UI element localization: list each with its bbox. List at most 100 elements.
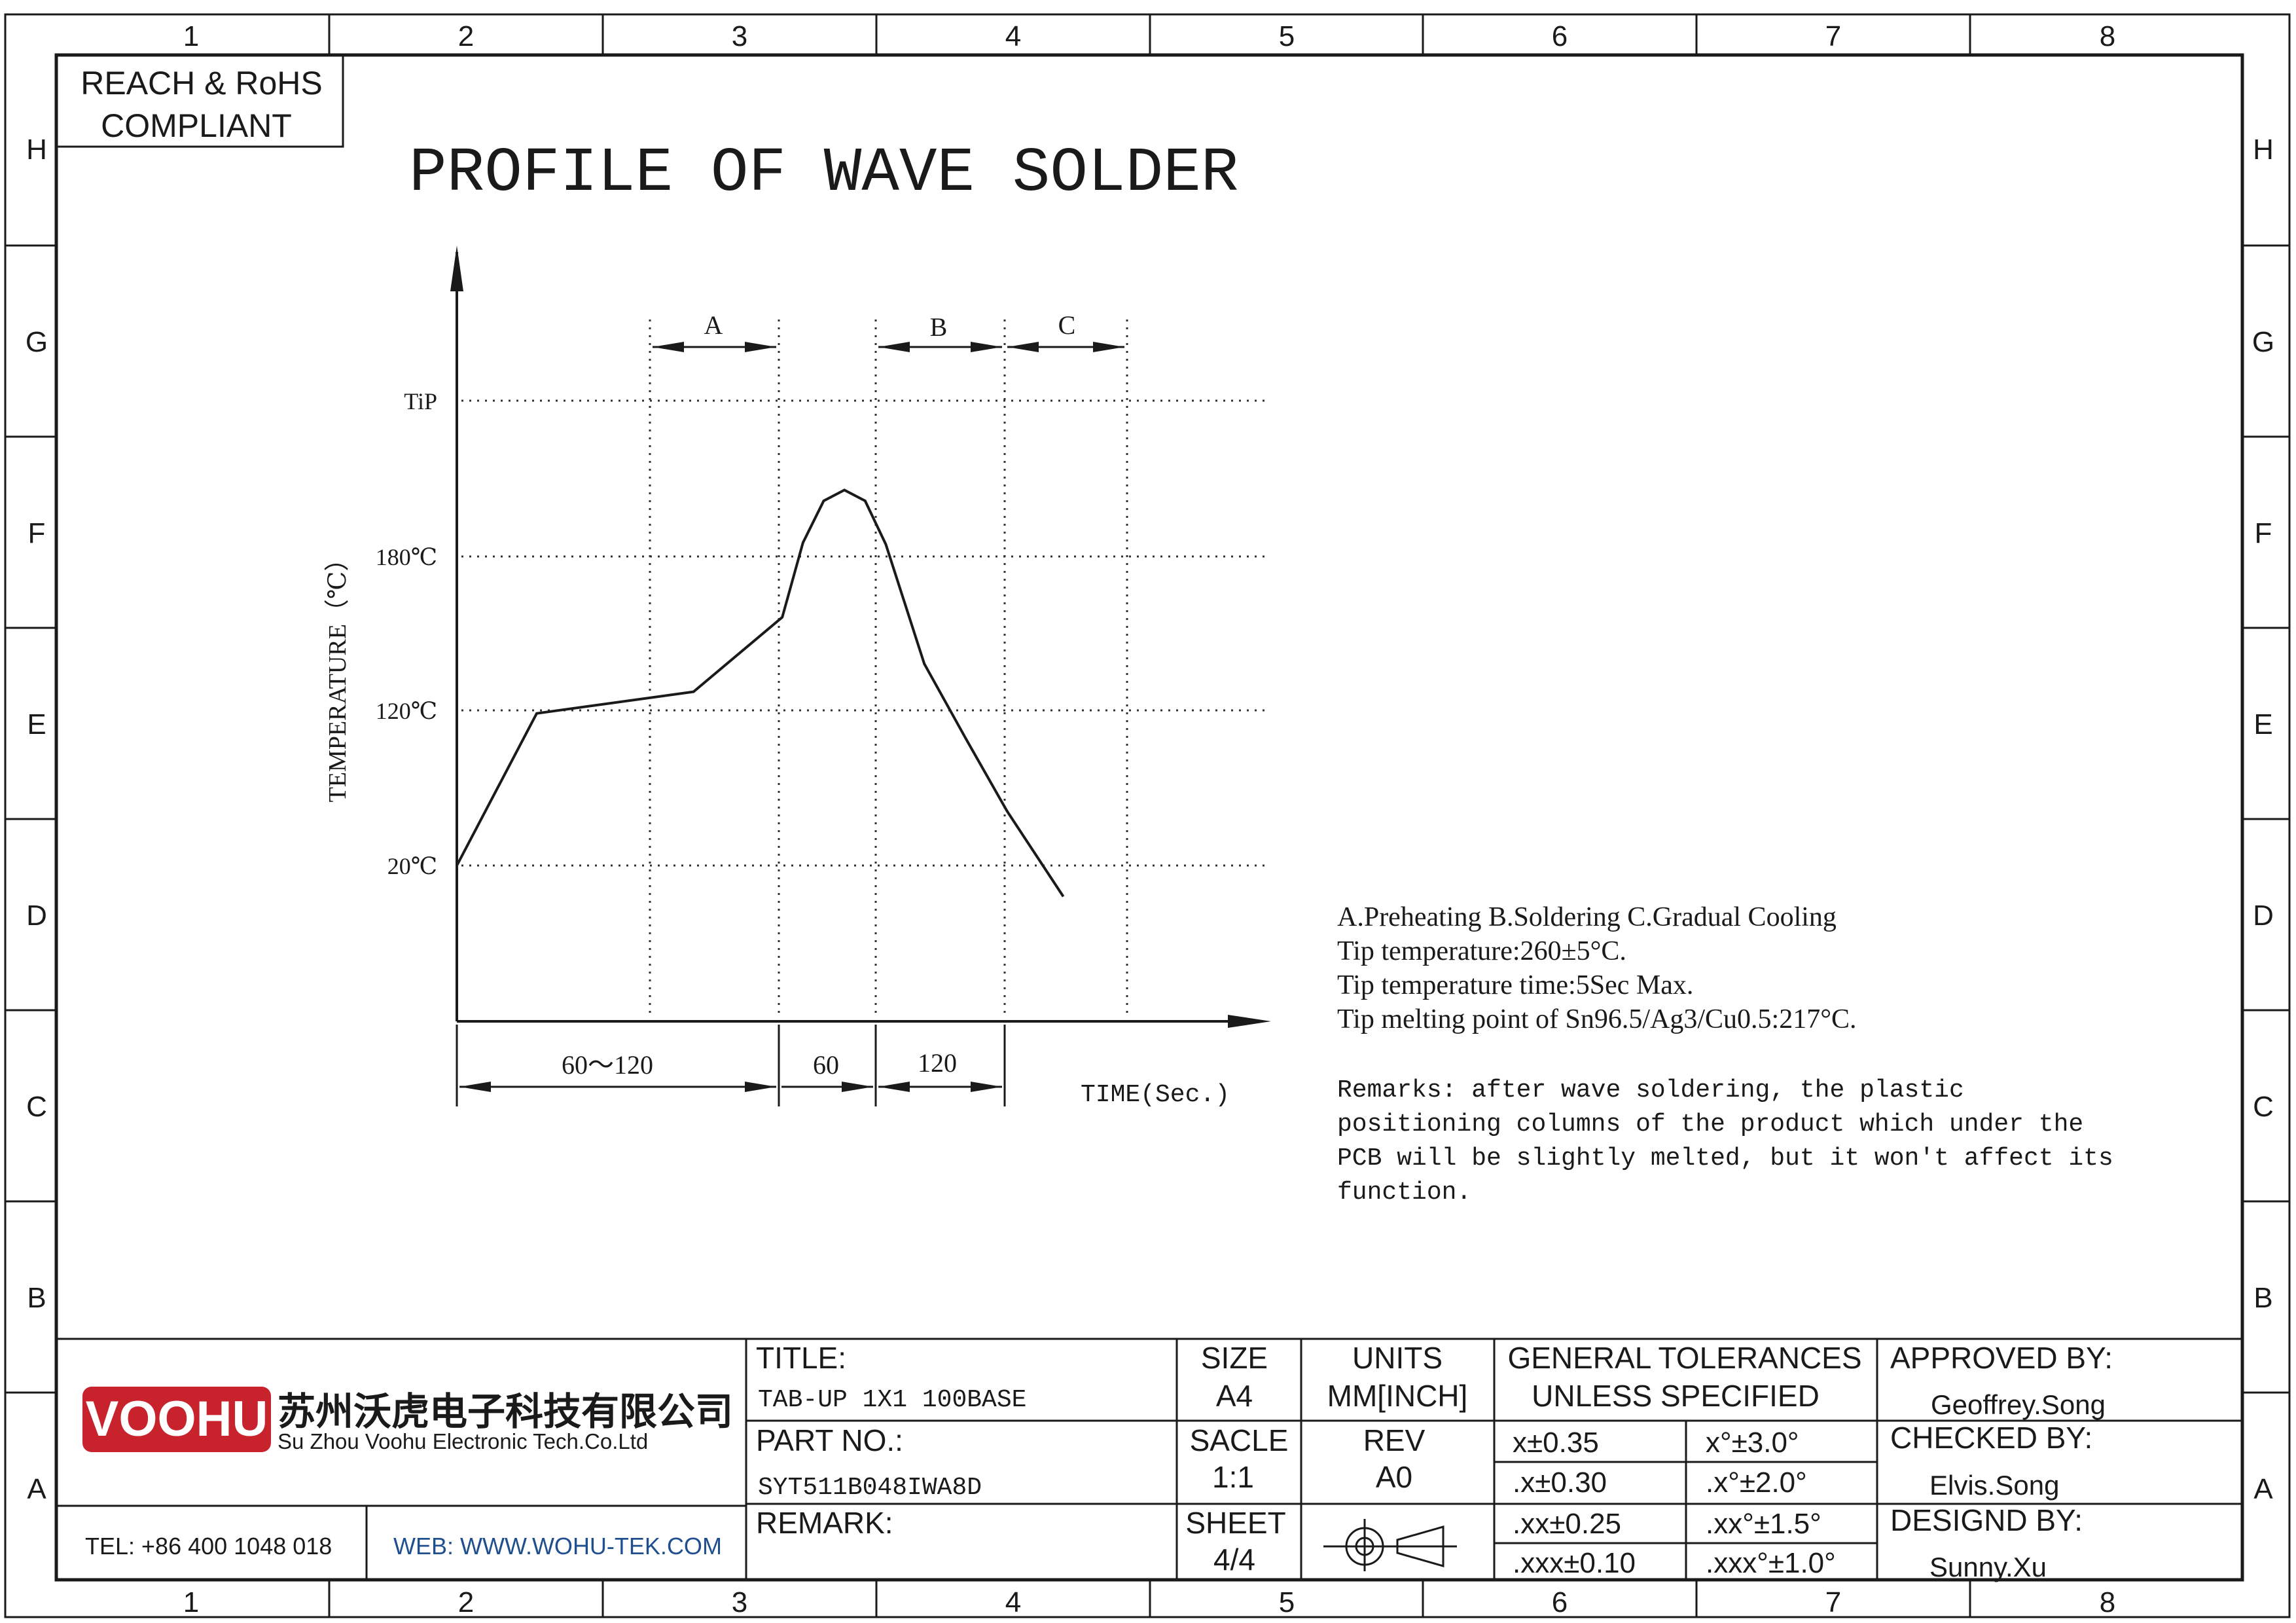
row-label-left: G	[26, 326, 48, 358]
y-tick-label: 20℃	[387, 853, 437, 879]
row-label-left: C	[26, 1091, 47, 1123]
tolerance-value: .xx°±1.5°	[1706, 1508, 1821, 1540]
compliance-line1: REACH & RoHS	[81, 65, 323, 101]
website: WEB: WWW.WOHU-TEK.COM	[393, 1533, 722, 1559]
y-tick-label: 120℃	[376, 698, 437, 724]
y-axis-arrow	[450, 246, 463, 291]
sheet-value: 4/4	[1213, 1542, 1255, 1577]
row-label-left: D	[26, 900, 47, 932]
col-label-top: 2	[458, 20, 474, 52]
row-label-right: F	[2255, 517, 2272, 549]
approved-label: APPROVED BY:	[1890, 1341, 2113, 1375]
col-label-bottom: 8	[2100, 1586, 2115, 1618]
row-label-left: H	[26, 134, 47, 166]
remark-line: Remarks: after wave soldering, the plast…	[1337, 1076, 1964, 1104]
sheet-label: SHEET	[1185, 1506, 1285, 1540]
col-label-top: 8	[2100, 20, 2115, 52]
row-label-right: H	[2253, 134, 2274, 166]
title-block-values: TAB-UP 1X1 100BASE SYT511B048IWA8D	[758, 1386, 1026, 1502]
col-label-bottom: 5	[1279, 1586, 1295, 1618]
row-label-right: G	[2252, 326, 2274, 358]
x-axis-arrow	[1228, 1015, 1271, 1028]
zone-ticks	[5, 14, 2289, 1617]
time-segment-label: 60	[813, 1050, 839, 1080]
zone-label-a: A	[704, 310, 723, 340]
row-label-left: A	[27, 1473, 46, 1505]
zone-label-b: B	[930, 312, 948, 342]
col-label-bottom: 4	[1005, 1586, 1021, 1618]
outer-border	[4, 13, 2291, 1618]
y-axis-label: TEMPERATURE（℃）	[324, 547, 351, 803]
page-title: PROFILE OF WAVE SOLDER	[409, 137, 1238, 209]
company-name-en: Su Zhou Voohu Electronic Tech.Co.Ltd	[278, 1429, 648, 1453]
row-label-left: B	[27, 1282, 46, 1314]
remark-line: positioning columns of the product which…	[1337, 1110, 2083, 1139]
rev-value: A0	[1376, 1460, 1412, 1494]
designed-value: Sunny.Xu	[1929, 1552, 2047, 1582]
row-label-left: F	[28, 517, 46, 549]
remark-line: PCB will be slightly melted, but it won'…	[1337, 1144, 2113, 1173]
compliance-box	[55, 54, 344, 148]
y-tick-label: TiP	[404, 388, 437, 414]
tolerance-value: .x±0.30	[1513, 1467, 1607, 1499]
time-segment-label: 120	[918, 1048, 957, 1078]
col-label-bottom: 6	[1552, 1586, 1568, 1618]
remarks: Remarks: after wave soldering, the plast…	[1337, 1076, 2113, 1207]
col-label-bottom: 7	[1825, 1586, 1841, 1618]
units-label: UNITS	[1352, 1341, 1443, 1375]
note-line: A.Preheating B.Soldering C.Gradual Cooli…	[1337, 902, 1837, 932]
projection-symbol-icon	[1323, 1519, 1457, 1571]
checked-label: CHECKED BY:	[1890, 1421, 2092, 1455]
col-label-bottom: 2	[458, 1586, 474, 1618]
voohu-logo	[82, 1387, 271, 1452]
col-label-bottom: 3	[732, 1586, 747, 1618]
title-block-grid	[56, 1338, 2242, 1580]
tolerance-values: x±0.35 x°±3.0° .x±0.30 .x°±2.0° .xx±0.25…	[1513, 1427, 1836, 1579]
col-label-top: 6	[1552, 20, 1568, 52]
size-value: A4	[1216, 1379, 1253, 1413]
tolerance-value: .xxx±0.10	[1513, 1547, 1636, 1579]
checked-value: Elvis.Song	[1929, 1470, 2059, 1501]
col-label-top: 4	[1005, 20, 1021, 52]
scale-value: 1:1	[1212, 1460, 1254, 1494]
column-labels: 1 2 3 4 5 6 7 8 1 2 3 4 5 6 7 8	[183, 20, 2115, 1618]
rev-label: REV	[1363, 1423, 1426, 1457]
remark-label: REMARK:	[756, 1506, 893, 1540]
col-label-top: 3	[732, 20, 747, 52]
designed-label: DESIGND BY:	[1890, 1503, 2083, 1537]
wave-solder-profile-chart: TiP 180℃ 120℃ 20℃ TEMPERATURE（℃） TIME(Se…	[324, 246, 1271, 1109]
zone-dimensions	[653, 342, 1124, 352]
note-line: Tip temperature:260±5°C.	[1337, 936, 1626, 966]
size-label: SIZE	[1201, 1341, 1268, 1375]
row-label-right: E	[2253, 708, 2272, 740]
time-segment-label: 60～120	[562, 1050, 653, 1080]
x-axis-label: TIME(Sec.)	[1081, 1081, 1230, 1109]
row-label-right: C	[2253, 1091, 2274, 1123]
row-label-right: A	[2253, 1473, 2273, 1505]
tel-number: TEL: +86 400 1048 018	[85, 1533, 332, 1559]
note-line: Tip temperature time:5Sec Max.	[1337, 970, 1693, 1000]
tolerance-value: x±0.35	[1513, 1427, 1599, 1459]
notes: A.Preheating B.Soldering C.Gradual Cooli…	[1337, 902, 1857, 1034]
row-label-right: B	[2253, 1282, 2272, 1314]
zone-label-c: C	[1058, 310, 1076, 340]
tolerance-title-line1: GENERAL TOLERANCES	[1507, 1341, 1861, 1375]
tolerance-value: .x°±2.0°	[1706, 1467, 1807, 1499]
col-label-top: 5	[1279, 20, 1295, 52]
temperature-profile-line	[456, 488, 1065, 898]
logo-text: VOOHU	[86, 1391, 268, 1447]
approved-value: Geoffrey.Song	[1931, 1389, 2106, 1420]
y-tick-label: 180℃	[376, 544, 437, 570]
signature-values: Geoffrey.Song Elvis.Song Sunny.Xu	[1929, 1389, 2106, 1582]
tolerance-value: .xx±0.25	[1513, 1508, 1621, 1540]
compliance-line2: COMPLIANT	[101, 107, 292, 144]
col-label-top: 1	[183, 20, 199, 52]
tolerance-value: x°±3.0°	[1706, 1427, 1799, 1459]
row-label-left: E	[27, 708, 46, 740]
title-value: TAB-UP 1X1 100BASE	[758, 1386, 1026, 1414]
col-label-top: 7	[1825, 20, 1841, 52]
col-label-bottom: 1	[183, 1586, 199, 1618]
company-name-cn: 苏州沃虎电子科技有限公司	[278, 1391, 733, 1433]
row-labels: H G F E D C B A H G F E D C B A	[26, 134, 2274, 1505]
